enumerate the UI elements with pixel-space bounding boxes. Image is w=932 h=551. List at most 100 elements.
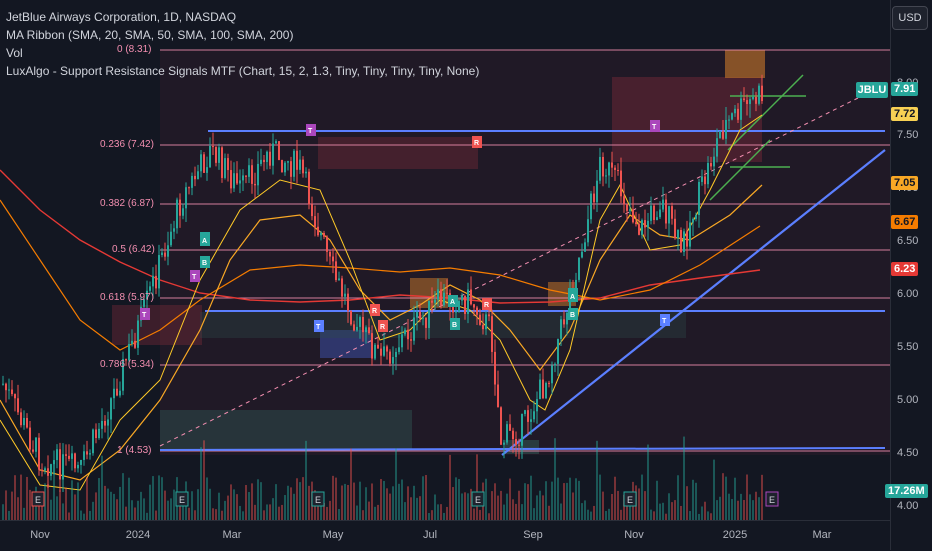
candle-body (80, 459, 82, 465)
candle-body (257, 163, 259, 186)
volume-bar (92, 501, 94, 520)
candle-body (62, 454, 64, 480)
candle-body (350, 310, 352, 325)
volume-bar (668, 493, 670, 520)
candle-body (200, 154, 202, 172)
volume-bar (602, 491, 604, 520)
symbol-title[interactable]: JetBlue Airways Corporation, 1D, NASDAQ (6, 10, 237, 24)
candle-body (395, 351, 397, 358)
candle-body (440, 289, 442, 306)
volume-bar (5, 490, 7, 520)
candle-body (371, 333, 373, 359)
candle-body (581, 251, 583, 258)
candle-body (530, 419, 532, 422)
candle-body (344, 293, 346, 297)
volume-bar (248, 492, 250, 520)
candle-body (518, 444, 520, 446)
volume-bar (542, 495, 544, 520)
price-tick: 5.00 (897, 394, 919, 406)
candle-body (230, 170, 232, 189)
volume-bar (53, 463, 55, 520)
volume-bar (134, 507, 136, 520)
candle-body (95, 429, 97, 439)
time-axis[interactable]: Nov 2024 Mar May Jul Sep Nov 2025 Mar (0, 520, 890, 551)
volume-bar (725, 476, 727, 520)
currency-button[interactable]: USD (892, 6, 928, 30)
volume-bar (629, 495, 631, 520)
candle-body (434, 299, 436, 303)
candle-body (98, 428, 100, 439)
candle-body (305, 171, 307, 174)
volume-bar (488, 513, 490, 520)
candle-body (608, 162, 610, 176)
volume-bar (578, 480, 580, 520)
svg-text:E: E (35, 495, 41, 505)
demand-zone-left (112, 305, 202, 345)
volume-bar (761, 474, 763, 520)
svg-text:R: R (372, 308, 377, 315)
volume-bar (146, 512, 148, 520)
candle-body (281, 159, 283, 173)
indicator-ma-ribbon[interactable]: MA Ribbon (SMA, 20, SMA, 50, SMA, 100, S… (6, 28, 294, 42)
volume-bar (659, 503, 661, 520)
candle-body (515, 439, 517, 445)
candle-body (266, 151, 268, 163)
indicator-vol[interactable]: Vol (6, 46, 23, 60)
volume-bar (446, 506, 448, 520)
candle-body (134, 340, 136, 348)
volume-bar (533, 508, 535, 520)
candle-body (182, 208, 184, 216)
candle-body (689, 222, 691, 247)
volume-bar (644, 491, 646, 520)
volume-bar (365, 487, 367, 520)
volume-bar (320, 503, 322, 520)
volume-bar (329, 500, 331, 520)
volume-bar (665, 513, 667, 520)
volume-bar (389, 493, 391, 520)
svg-text:B: B (570, 312, 575, 319)
sma-100-line (0, 199, 761, 351)
volume-bar (455, 477, 457, 520)
volume-bar (386, 488, 388, 520)
candle-body (29, 427, 31, 450)
candle-body (626, 204, 628, 211)
volume-bar (29, 489, 31, 520)
volume-bar (23, 507, 25, 520)
volume-bar (536, 495, 538, 520)
price-chart[interactable]: T T A B T R T R R A B R A B T T E E E E … (0, 0, 890, 520)
candle-body (536, 399, 538, 412)
candle-body (539, 379, 541, 400)
candle-body (119, 390, 121, 396)
candle-body (524, 410, 526, 414)
time-label: Sep (523, 529, 543, 541)
candle-body (338, 278, 340, 281)
volume-bar (299, 482, 301, 520)
candle-body (284, 162, 286, 173)
volume-bar (161, 477, 163, 520)
volume-bar (497, 495, 499, 520)
volume-bar (713, 459, 715, 520)
svg-text:E: E (179, 495, 185, 505)
volume-bar (305, 440, 307, 520)
volume-bar (653, 511, 655, 520)
candle-body (32, 449, 34, 452)
candle-body (737, 108, 739, 120)
volume-bar (125, 506, 127, 520)
chart-area[interactable]: T T A B T R T R R A B R A B T T E E E E … (0, 0, 890, 520)
volume-bar (596, 440, 598, 520)
volume-bar (461, 493, 463, 520)
svg-text:A: A (202, 238, 207, 245)
volume-bar (377, 504, 379, 520)
volume-bar (671, 502, 673, 520)
volume-bar (392, 486, 394, 520)
volume-bar (62, 503, 64, 520)
supply-zone (612, 77, 762, 162)
price-axis[interactable]: 8.00 7.50 7.00 6.50 6.00 5.50 5.00 4.50 … (885, 0, 932, 550)
earnings-marker-3: E (311, 491, 325, 507)
volume-bar (326, 506, 328, 520)
time-label: Nov (30, 529, 50, 541)
volume-bar (173, 489, 175, 520)
volume-bar (440, 504, 442, 520)
indicator-luxalgo[interactable]: LuxAlgo - Support Resistance Signals MTF… (6, 64, 480, 78)
candle-body (548, 382, 550, 384)
